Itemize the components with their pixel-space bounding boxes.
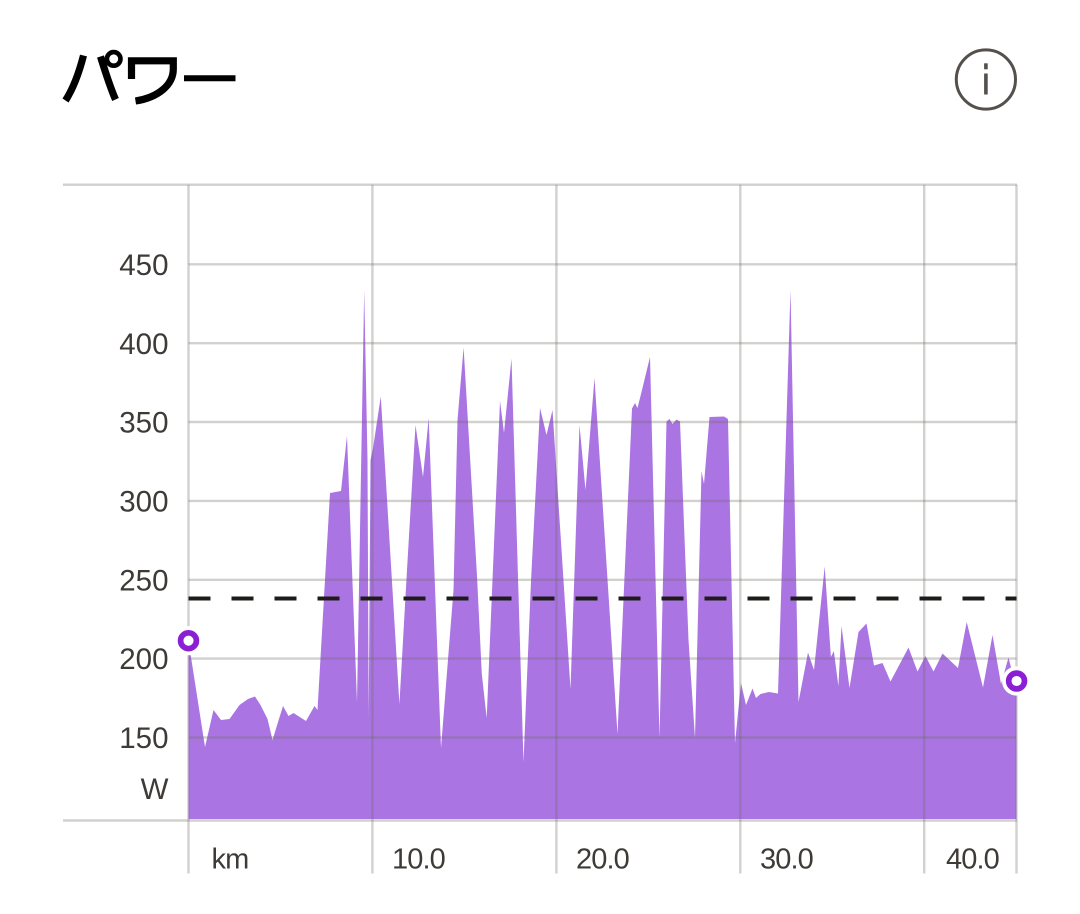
svg-text:km: km	[212, 844, 249, 876]
svg-text:20.0: 20.0	[576, 844, 629, 876]
svg-text:W: W	[141, 773, 169, 806]
svg-text:150: 150	[119, 722, 168, 755]
svg-text:350: 350	[119, 407, 168, 440]
svg-text:250: 250	[119, 564, 168, 597]
svg-text:450: 450	[119, 249, 168, 282]
svg-text:40.0: 40.0	[946, 844, 999, 876]
svg-text:10.0: 10.0	[392, 844, 445, 876]
svg-text:30.0: 30.0	[760, 844, 813, 876]
svg-text:400: 400	[119, 328, 168, 361]
svg-text:200: 200	[119, 643, 168, 676]
svg-text:300: 300	[119, 486, 168, 519]
